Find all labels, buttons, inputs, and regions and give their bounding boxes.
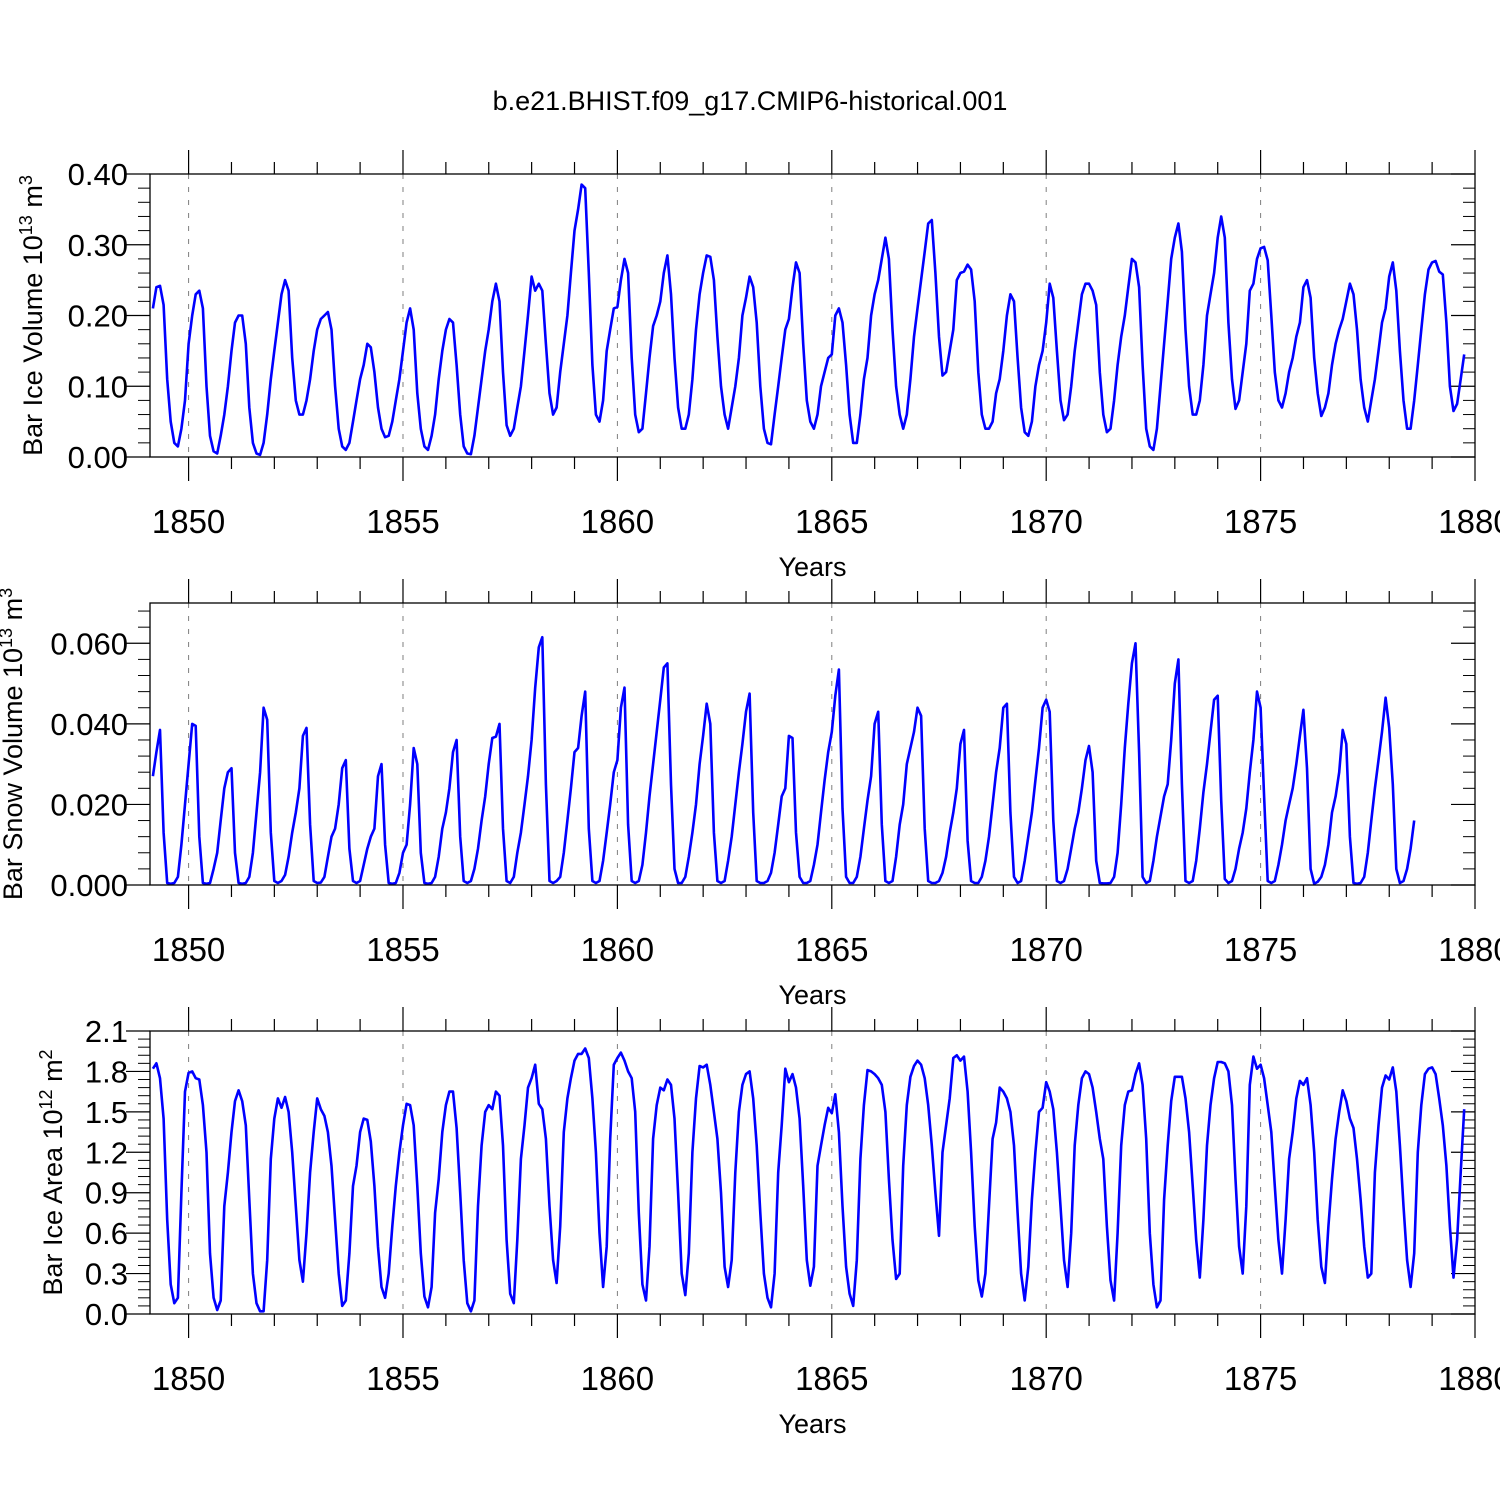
snow-volume-series-line [151,635,1416,886]
ice-volume-x-tick-label: 1855 [366,503,439,540]
ice-area-x-tick-label: 1865 [795,1360,868,1397]
ice-area-y-tick-label: 1.5 [85,1095,128,1130]
snow-volume-y-tick-label: 0.060 [50,626,128,661]
snow-volume-x-tick-label: 1855 [366,931,439,968]
ice-area-x-tick-label: 1870 [1009,1360,1082,1397]
ice-volume-frame [149,173,1476,458]
ice-area-y-tick-label: 0.3 [85,1257,128,1292]
ice-volume-x-tick-label: 1850 [152,503,225,540]
ice-area-y-tick-label: 2.1 [85,1014,128,1049]
snow-volume-x-tick-label: 1860 [581,931,654,968]
snow-volume-x-tick-label: 1875 [1224,931,1297,968]
ice-area-y-axis-label: Bar Ice Area 1012 m2 [36,1049,68,1295]
ice-area-y-tick-label: 0.6 [85,1216,128,1251]
ice-volume-x-tick-label: 1870 [1009,503,1082,540]
ice-area-x-tick-label: 1875 [1224,1360,1297,1397]
ice-volume-y-tick-label: 0.30 [68,228,128,263]
ice-area-y-tick-label: 0.0 [85,1297,128,1332]
ice-area-x-tick-label: 1850 [152,1360,225,1397]
ice-area-x-axis-label: Years [778,1409,846,1439]
figure-title: b.e21.BHIST.f09_g17.CMIP6-historical.001 [493,86,1008,116]
ice-volume-y-tick-label: 0.40 [68,157,128,192]
ice-area-y-tick-label: 1.2 [85,1135,128,1170]
ice-volume-x-tick-label: 1875 [1224,503,1297,540]
snow-volume-y-tick-label: 0.020 [50,787,128,822]
ice-area-frame [149,1030,1476,1315]
ice-volume-y-tick-label: 0.20 [68,299,128,334]
snow-volume-y-tick-label: 0.000 [50,868,128,903]
ice-volume-series-line [151,183,1466,457]
snow-volume-y-tick-label: 0.040 [50,707,128,742]
ice-area-series-line [151,1047,1466,1313]
ice-volume-y-tick-label: 0.00 [68,440,128,475]
ice-area-x-tick-label: 1855 [366,1360,439,1397]
snow-volume-x-tick-label: 1870 [1009,931,1082,968]
snow-volume-y-axis-label: Bar Snow Volume 1013 m3 [0,588,28,900]
snow-volume-x-tick-label: 1865 [795,931,868,968]
ice-volume-x-axis-label: Years [778,552,846,582]
snow-volume-frame [149,602,1476,886]
ice-area-y-tick-label: 0.9 [85,1176,128,1211]
snow-volume-x-tick-label: 1850 [152,931,225,968]
ice-volume-y-tick-label: 0.10 [68,369,128,404]
ice-volume-x-tick-label: 1865 [795,503,868,540]
ice-area-x-tick-label: 1860 [581,1360,654,1397]
ice-volume-y-axis-label: Bar Ice Volume 1013 m3 [16,175,48,456]
snow-volume-x-axis-label: Years [778,980,846,1010]
ice-volume-x-tick-label: 1860 [581,503,654,540]
ice-area-y-tick-label: 1.8 [85,1054,128,1089]
